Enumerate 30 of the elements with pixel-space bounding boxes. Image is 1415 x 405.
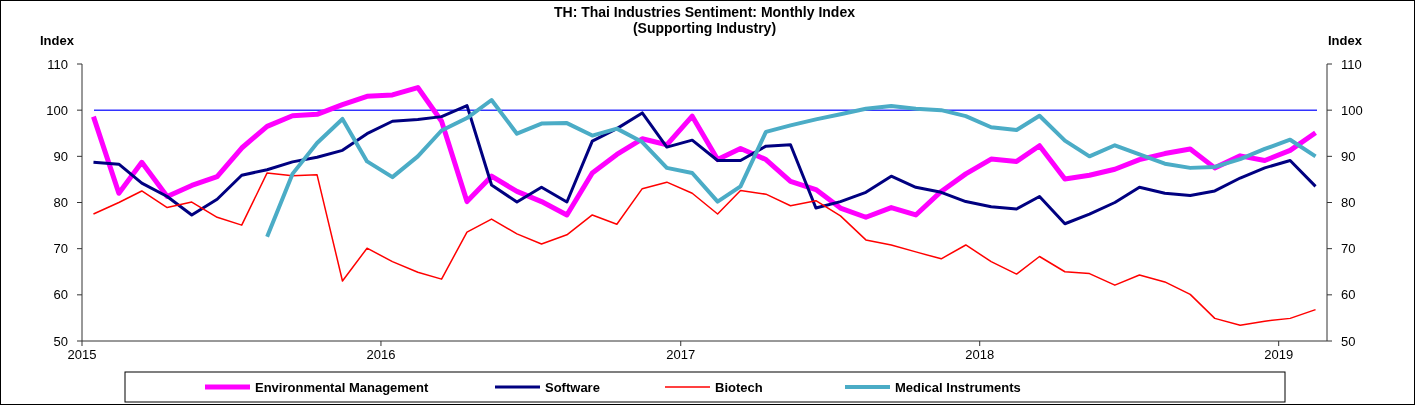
y2-tick-label: 50 xyxy=(1341,333,1356,349)
y2-axis-title: Index xyxy=(1328,33,1363,48)
y-tick-label: 50 xyxy=(53,333,68,349)
y2-tick-label: 80 xyxy=(1341,195,1356,211)
y2-tick-label: 60 xyxy=(1341,287,1356,303)
legend-label: Biotech xyxy=(715,379,763,395)
x-tick-label: 2017 xyxy=(666,347,696,362)
y-tick-label: 60 xyxy=(53,287,68,303)
line-series xyxy=(91,104,1318,226)
y2-tick-label: 100 xyxy=(1341,102,1363,118)
legend-label: Software xyxy=(545,379,600,395)
x-tick-label: 2016 xyxy=(366,347,396,362)
x-tick-label: 2018 xyxy=(965,347,995,362)
chart-subtitle: (Supporting Industry) xyxy=(632,20,777,36)
y-tick-label: 90 xyxy=(53,148,68,164)
y-tick-label: 70 xyxy=(53,241,68,257)
legend-label: Environmental Management xyxy=(255,379,430,395)
line-series xyxy=(92,172,1317,327)
y-tick-label: 100 xyxy=(46,102,68,118)
y2-tick-label: 110 xyxy=(1341,56,1362,72)
legend-label: Medical Instruments xyxy=(895,379,1021,395)
x-tick-label: 2015 xyxy=(67,347,97,362)
x-tick-label: 2019 xyxy=(1264,347,1294,362)
line-series xyxy=(265,98,1318,239)
y-tick-label: 110 xyxy=(47,56,68,72)
y2-tick-label: 70 xyxy=(1341,241,1356,257)
y-axis-title: Index xyxy=(40,33,75,48)
y-tick-label: 80 xyxy=(53,195,68,211)
y2-tick-label: 90 xyxy=(1341,148,1356,164)
chart-title: TH: Thai Industries Sentiment: Monthly Index xyxy=(553,4,856,20)
